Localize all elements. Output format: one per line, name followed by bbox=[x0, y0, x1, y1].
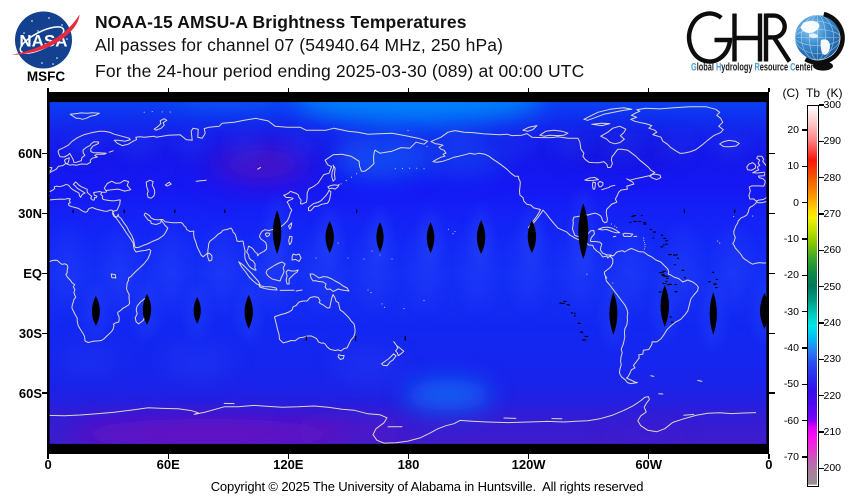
svg-text:Global Hydrology Resource Cent: Global Hydrology Resource Center bbox=[691, 61, 814, 73]
svg-text:NASA: NASA bbox=[19, 32, 67, 51]
